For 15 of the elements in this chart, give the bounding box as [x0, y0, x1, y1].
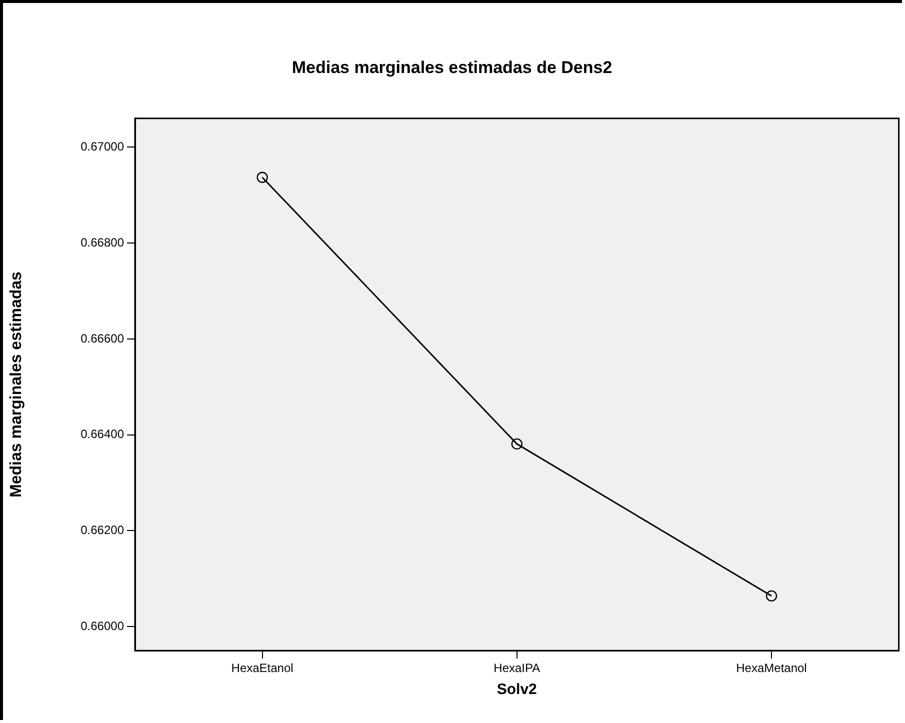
y-tick-label: 0.67000 [80, 139, 124, 154]
point [766, 590, 778, 602]
x-tick-label: HexaIPA [494, 661, 540, 676]
x-tick-label: HexaEtanol [231, 661, 294, 676]
point [256, 172, 268, 183]
y-tick-label: 0.66600 [80, 331, 124, 346]
y-tick-label: 0.66800 [80, 235, 124, 250]
y-axis-title: Medias marginales estimadas [8, 271, 26, 498]
y-tick-label: 0.66200 [80, 523, 124, 538]
y-tick-label: 0.66000 [80, 618, 124, 633]
x-tick-label: HexaMetanol [736, 661, 807, 676]
point [511, 438, 522, 450]
chart-title: Medias marginales estimadas de Dens2 [292, 58, 612, 77]
y-tick-label: 0.66400 [80, 427, 124, 442]
x-axis-title: Solv2 [496, 681, 537, 698]
